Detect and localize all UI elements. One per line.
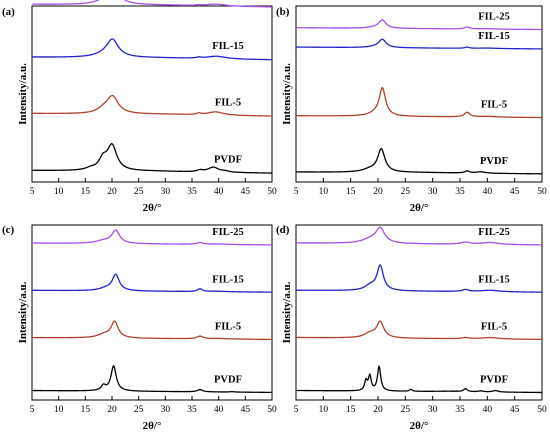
x-tick-label: 35 — [455, 187, 465, 197]
panel-a: 5 10 15 20 25 30 35 40 45 50 2θ/° Intensity/a.u. (a)… — [2, 0, 277, 214]
series-label-fil-25: FIL-25 — [478, 227, 510, 238]
series-label-fil-25: FIL-25 — [212, 227, 244, 238]
panel-letter: (d) — [276, 224, 290, 236]
x-tick-label: 25 — [401, 187, 411, 197]
plot-frame — [295, 5, 543, 183]
x-axis-label: 2θ/° — [143, 202, 162, 214]
x-tick-label: 10 — [54, 405, 64, 415]
x-tick-label: 15 — [81, 187, 91, 197]
panel-b: 5 10 15 20 25 30 35 40 45 50 2θ/° Intensity/a.u. (b)… — [276, 5, 547, 214]
y-axis-label: Intensity/a.u. — [281, 63, 293, 125]
series-label-fil-15: FIL-15 — [478, 31, 510, 42]
series-line-pvdf — [295, 147, 543, 175]
series-line-fil-25 — [295, 226, 543, 246]
x-tick-label: 50 — [537, 405, 547, 415]
x-tick-label: 25 — [134, 405, 144, 415]
series-line-fil-15 — [31, 38, 273, 61]
x-tick-label: 50 — [267, 405, 277, 415]
series-line-pvdf — [31, 143, 273, 174]
x-tick-label: 30 — [161, 187, 171, 197]
series-label-fil-15: FIL-15 — [212, 274, 244, 285]
x-tick-label: 20 — [373, 187, 383, 197]
x-tick-label: 40 — [214, 405, 224, 415]
series-line-fil-5 — [31, 94, 273, 117]
series-label-fil-5: FIL-5 — [215, 322, 241, 333]
x-tick-label: 20 — [373, 405, 383, 415]
x-tick-label: 40 — [483, 187, 493, 197]
x-tick-label: 45 — [241, 187, 251, 197]
panel-d: 5 10 15 20 25 30 35 40 45 50 2θ/° Intensity/a.u. (d)… — [276, 224, 547, 432]
x-tick-label: 30 — [161, 405, 171, 415]
series-line-fil-5 — [295, 86, 543, 119]
series-label-pvdf: PVDF — [480, 156, 508, 167]
x-tick-label: 10 — [319, 405, 329, 415]
x-tick-label: 45 — [241, 405, 251, 415]
series-label-fil-5: FIL-5 — [481, 322, 507, 333]
y-axis-label: Intensity/a.u. — [17, 63, 29, 125]
plot-frame — [295, 224, 543, 401]
x-tick-label: 5 — [294, 187, 299, 197]
x-tick-label: 5 — [30, 405, 35, 415]
x-tick-label: 15 — [346, 405, 356, 415]
x-tick-label: 25 — [401, 405, 411, 415]
series-label-pvdf: PVDF — [214, 375, 242, 386]
x-tick-label: 5 — [294, 405, 299, 415]
series-label-fil-15: FIL-15 — [212, 41, 244, 52]
x-tick-label: 30 — [428, 405, 438, 415]
x-tick-label: 10 — [54, 187, 64, 197]
x-tick-label: 50 — [267, 187, 277, 197]
series-line-pvdf — [31, 365, 273, 394]
x-tick-label: 25 — [134, 187, 144, 197]
x-tick-label: 15 — [346, 187, 356, 197]
plot-frame — [31, 224, 273, 401]
x-axis-label: 2θ/° — [143, 420, 162, 432]
series-line-fil-15 — [295, 38, 543, 50]
series-line-fil-5 — [31, 320, 273, 341]
x-tick-label: 5 — [30, 187, 35, 197]
x-tick-label: 45 — [510, 405, 520, 415]
x-tick-label: 40 — [483, 405, 493, 415]
x-tick-label: 35 — [187, 405, 197, 415]
series-line-fil-15 — [31, 273, 273, 293]
y-axis-label: Intensity/a.u. — [17, 281, 29, 343]
series-line-fil-15 — [295, 264, 543, 293]
x-axis-label: 2θ/° — [410, 420, 429, 432]
x-tick-label: 30 — [428, 187, 438, 197]
panel-letter: (c) — [2, 224, 15, 236]
panel-c: 5 10 15 20 25 30 35 40 45 50 2θ/° Intensity/a.u. (c)… — [2, 224, 277, 432]
series-line-pvdf — [295, 365, 543, 394]
x-tick-label: 45 — [510, 187, 520, 197]
series-line-fil-5 — [295, 320, 543, 341]
x-tick-label: 50 — [537, 187, 547, 197]
x-tick-label: 20 — [107, 187, 117, 197]
y-axis-label: Intensity/a.u. — [281, 281, 293, 343]
series-label-pvdf: PVDF — [480, 375, 508, 386]
series-label-fil-5: FIL-5 — [215, 98, 241, 109]
x-tick-label: 35 — [187, 187, 197, 197]
series-label-fil-15: FIL-15 — [478, 274, 510, 285]
plot-frame — [31, 5, 273, 183]
series-line-fil-25 — [31, 0, 273, 8]
series-label-fil-5: FIL-5 — [481, 100, 507, 111]
x-tick-label: 10 — [319, 187, 329, 197]
x-tick-label: 40 — [214, 187, 224, 197]
series-line-fil-25 — [295, 19, 543, 31]
series-line-fil-25 — [31, 229, 273, 246]
series-label-fil-25: FIL-25 — [478, 12, 510, 23]
x-tick-label: 20 — [107, 405, 117, 415]
x-tick-label: 35 — [455, 405, 465, 415]
panel-letter: (a) — [2, 6, 15, 18]
panel-letter: (b) — [276, 6, 290, 18]
x-axis-label: 2θ/° — [410, 202, 429, 214]
series-label-pvdf: PVDF — [214, 155, 242, 166]
x-tick-label: 15 — [81, 405, 91, 415]
